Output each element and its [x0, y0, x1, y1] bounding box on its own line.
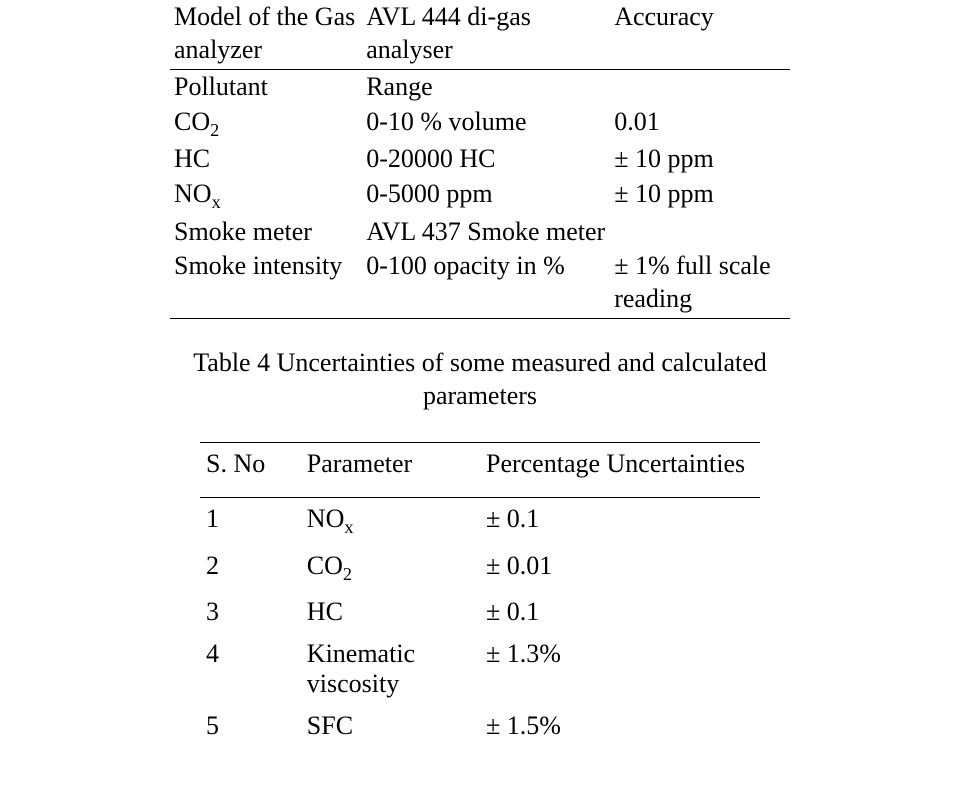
- table-row: 3 HC ± 0.1: [200, 591, 760, 633]
- cell: AVL 437 Smoke meter: [362, 215, 790, 250]
- cell: ± 0.01: [480, 545, 760, 591]
- table-row: CO2 0-10 % volume 0.01: [170, 105, 790, 143]
- header-cell: Percentage Uncertainties: [480, 443, 760, 486]
- table-row: Smoke intensity 0-100 opacity in % ± 1% …: [170, 249, 790, 316]
- cell: 3: [200, 591, 301, 633]
- cell: Range: [362, 70, 610, 105]
- table-rule: [170, 316, 790, 319]
- cell: ± 1.5%: [480, 705, 760, 747]
- table-uncertainties-wrap: S. No Parameter Percentage Uncertainties…: [170, 430, 790, 746]
- cell: 0-5000 ppm: [362, 177, 610, 215]
- header-cell: AVL 444 di-gas analyser: [362, 0, 610, 67]
- cell: [610, 70, 790, 105]
- header-cell: Parameter: [301, 443, 480, 486]
- table-row: 5 SFC ± 1.5%: [200, 705, 760, 747]
- cell: ± 0.1: [480, 591, 760, 633]
- table-row: 4 Kinematic viscosity ± 1.3%: [200, 633, 760, 705]
- cell: HC: [301, 591, 480, 633]
- cell: CO2: [301, 545, 480, 591]
- table-row: Smoke meter AVL 437 Smoke meter: [170, 215, 790, 250]
- cell: 1: [200, 498, 301, 545]
- cell: 0-20000 HC: [362, 142, 610, 177]
- cell: Kinematic viscosity: [301, 633, 480, 705]
- table-row: NOx 0-5000 ppm ± 10 ppm: [170, 177, 790, 215]
- header-cell: Accuracy: [610, 0, 790, 67]
- cell: HC: [170, 142, 362, 177]
- header-cell: S. No: [200, 443, 301, 486]
- cell: 2: [200, 545, 301, 591]
- cell: SFC: [301, 705, 480, 747]
- header-cell: Model of the Gas analyzer: [170, 0, 362, 67]
- table-row: HC 0-20000 HC ± 10 ppm: [170, 142, 790, 177]
- table-header-row: S. No Parameter Percentage Uncertainties: [200, 443, 760, 486]
- cell: CO2: [170, 105, 362, 143]
- table-header-row: Model of the Gas analyzer AVL 444 di-gas…: [170, 0, 790, 67]
- cell: ± 0.1: [480, 498, 760, 545]
- table-row: 2 CO2 ± 0.01: [200, 545, 760, 591]
- cell: 0-10 % volume: [362, 105, 610, 143]
- cell: Smoke intensity: [170, 249, 362, 316]
- table-gas-analyzer: Model of the Gas analyzer AVL 444 di-gas…: [170, 0, 790, 319]
- cell: Smoke meter: [170, 215, 362, 250]
- cell: ± 10 ppm: [610, 142, 790, 177]
- cell: Pollutant: [170, 70, 362, 105]
- cell: 4: [200, 633, 301, 705]
- table-row: Pollutant Range: [170, 70, 790, 105]
- cell: ± 1.3%: [480, 633, 760, 705]
- cell: 0-100 opacity in %: [362, 249, 610, 316]
- cell: ± 10 ppm: [610, 177, 790, 215]
- cell: NOx: [170, 177, 362, 215]
- page: Model of the Gas analyzer AVL 444 di-gas…: [0, 0, 960, 747]
- table-caption: Table 4 Uncertainties of some measured a…: [170, 347, 790, 412]
- cell: 0.01: [610, 105, 790, 143]
- table-rule: [200, 485, 760, 498]
- table-uncertainties: S. No Parameter Percentage Uncertainties…: [200, 430, 760, 746]
- cell: NOx: [301, 498, 480, 545]
- cell: ± 1% full scale reading: [610, 249, 790, 316]
- table-rule: [200, 430, 760, 443]
- cell: 5: [200, 705, 301, 747]
- table-row: 1 NOx ± 0.1: [200, 498, 760, 545]
